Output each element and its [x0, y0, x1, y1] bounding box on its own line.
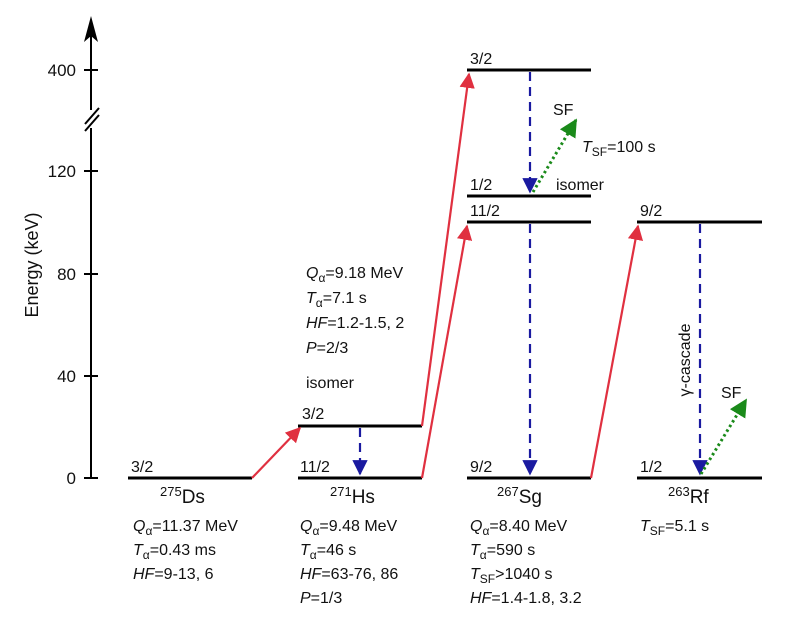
alpha-arrow [420, 72, 475, 427]
hs-isomer-label: isomer [306, 375, 355, 392]
sg-sf-label: SF [553, 102, 574, 119]
rf-properties: TSF=5.1 s [640, 518, 709, 538]
sf-arrow [699, 398, 748, 475]
spin-label: 9/2 [470, 459, 492, 476]
property-line: TSF=100 s [582, 139, 656, 159]
property-line: HF=1.4-1.8, 3.2 [470, 590, 582, 607]
energy-axis-label: Energy (keV) [22, 212, 42, 317]
spin-labels: 3/2 11/2 3/2 9/2 11/2 1/2 3/2 1/2 9/2 [131, 51, 662, 476]
property-line: TSF>1040 s [470, 566, 553, 586]
energy-axis: 0 40 80 120 400 Energy (keV) [22, 16, 100, 488]
axis-break-mark [84, 114, 100, 132]
fission-arrows [531, 118, 748, 475]
gamma-cascade-label: γ-cascade [677, 323, 694, 396]
spin-label: 1/2 [470, 177, 492, 194]
spin-label: 9/2 [640, 203, 662, 220]
property-line: HF=1.2-1.5, 2 [306, 315, 404, 332]
nucleus-label-sg: 267Sg [497, 484, 542, 508]
sg-properties: Qα=8.40 MeV Tα=590 s TSF>1040 s HF=1.4-1.8,… [470, 518, 582, 607]
property-line: P=2/3 [306, 340, 348, 357]
spin-label: 11/2 [300, 459, 330, 476]
property-line: TSF=5.1 s [640, 518, 709, 538]
property-line: Qα=9.18 MeV [306, 265, 404, 285]
spin-label: 3/2 [131, 459, 153, 476]
tick-label: 400 [48, 61, 76, 80]
spin-label: 1/2 [640, 459, 662, 476]
property-line: Qα=8.40 MeV [470, 518, 568, 538]
hs-properties: Qα=9.48 MeV Tα=46 s HF=63-76, 86 P=1/3 [300, 518, 398, 607]
hs-isomer-properties: Qα=9.18 MeV Tα=7.1 s HF=1.2-1.5, 2 P=2/3 [306, 265, 404, 357]
property-line: P=1/3 [300, 590, 342, 607]
alpha-arrow [589, 224, 644, 479]
axis-break-mark [84, 107, 100, 125]
gamma-transitions [352, 72, 708, 476]
alpha-decay-arrows [251, 72, 644, 479]
tick-label: 40 [57, 367, 76, 386]
energy-levels [128, 68, 762, 480]
tick-label: 120 [48, 162, 76, 181]
tick-label: 0 [67, 469, 76, 488]
property-line: Tα=0.43 ms [133, 542, 216, 562]
alpha-arrow [420, 224, 473, 479]
property-line: Tα=46 s [300, 542, 356, 562]
spin-label: 3/2 [470, 51, 492, 68]
property-line: Tα=7.1 s [306, 290, 367, 310]
property-line: Qα=9.48 MeV [300, 518, 398, 538]
sg-isomer-label: isomer [556, 177, 605, 194]
alpha-arrow [251, 426, 302, 479]
sg-isomer-sf-half-life: TSF=100 s [582, 139, 656, 159]
ds-properties: Qα=11.37 MeV Tα=0.43 ms HF=9-13, 6 [133, 518, 238, 583]
property-line: Tα=590 s [470, 542, 535, 562]
property-line: HF=9-13, 6 [133, 566, 214, 583]
axis-arrowhead [84, 16, 98, 42]
nucleus-label-ds: 275Ds [160, 484, 205, 508]
tick-label: 80 [57, 265, 76, 284]
property-line: Qα=11.37 MeV [133, 518, 238, 538]
property-line: HF=63-76, 86 [300, 566, 398, 583]
spin-label: 3/2 [302, 406, 324, 423]
nucleus-label-rf: 263Rf [668, 484, 709, 508]
spin-label: 11/2 [470, 203, 500, 220]
rf-sf-label: SF [721, 385, 742, 402]
nucleus-label-hs: 271Hs [330, 484, 375, 508]
